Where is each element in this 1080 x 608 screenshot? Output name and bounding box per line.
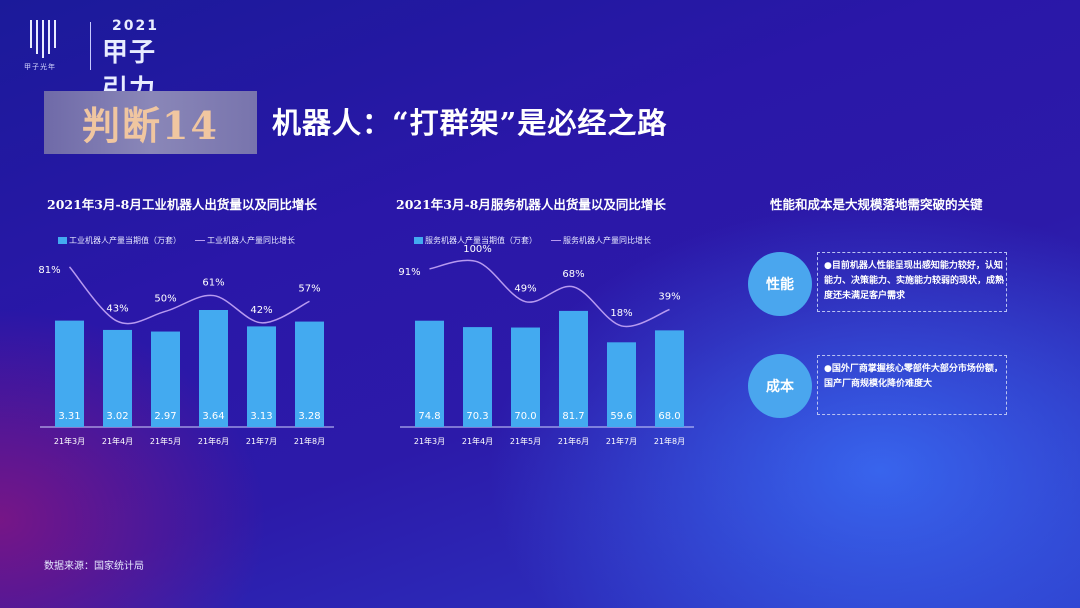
x-tick-label: 21年8月: [654, 436, 685, 446]
headline-tag: 判断14: [82, 103, 219, 148]
bar: [103, 329, 132, 427]
growth-label: 81%: [38, 265, 60, 276]
x-tick-label: 21年8月: [294, 436, 325, 446]
chart-1-legend-line-label: 工业机器人产量同比增长: [207, 236, 295, 245]
growth-line: [68, 266, 310, 325]
growth-label: 57%: [298, 283, 320, 294]
x-tick-label: 21年7月: [606, 436, 637, 446]
bar: [559, 310, 588, 427]
bar-value-label: 70.0: [514, 411, 536, 422]
bar-value-label: 81.7: [562, 411, 584, 422]
bar-value-label: 3.28: [298, 411, 320, 422]
bar: [55, 320, 84, 427]
bar: [511, 327, 540, 427]
logo: 甲子光年 2021 甲子引力: [24, 16, 174, 105]
brand-name: 甲子光年: [24, 63, 56, 71]
logo-mark-icon: [30, 20, 56, 58]
bar: [463, 327, 492, 427]
data-source: 数据来源：国家统计局: [44, 561, 144, 572]
bar-value-label: 70.3: [466, 411, 488, 422]
x-tick-label: 21年6月: [198, 436, 229, 446]
bar: [607, 342, 636, 427]
growth-label: 49%: [514, 284, 536, 295]
growth-label: 42%: [250, 305, 272, 316]
growth-label: 43%: [106, 303, 128, 314]
legend-bar-swatch: [58, 237, 67, 244]
bar-value-label: 74.8: [418, 411, 440, 422]
headline-tag-box: 判断14: [44, 91, 257, 154]
bar: [415, 320, 444, 427]
growth-label: 68%: [562, 269, 584, 280]
x-tick-label: 21年5月: [150, 436, 181, 446]
chart-2-title: 2021年3月-8月服务机器人出货量以及同比增长: [396, 197, 666, 212]
bar: [199, 310, 228, 427]
cost-note: ●国外厂商掌握核心零部件大部分市场份额，国产厂商规模化降价难度大: [817, 355, 1007, 415]
bar-value-label: 3.02: [106, 411, 128, 422]
growth-label: 100%: [463, 244, 492, 255]
legend-line-swatch: [551, 240, 561, 241]
bar-value-label: 3.13: [250, 411, 272, 422]
legend-line-swatch: [195, 240, 205, 241]
bar-value-label: 2.97: [154, 411, 176, 422]
growth-label: 50%: [154, 293, 176, 304]
growth-label: 91%: [398, 267, 420, 278]
bar-value-label: 68.0: [658, 411, 680, 422]
logo-divider: [90, 22, 91, 70]
bar-value-label: 59.6: [610, 411, 632, 422]
chart-2-legend: 服务机器人产量当期值（万套） 服务机器人产量同比增长: [414, 235, 651, 246]
x-tick-label: 21年3月: [414, 436, 445, 446]
cost-badge: 成本: [748, 354, 812, 418]
chart-1-legend-bar-label: 工业机器人产量当期值（万套）: [69, 236, 181, 245]
bar-value-label: 3.64: [202, 411, 224, 422]
x-tick-label: 21年5月: [510, 436, 541, 446]
chart-1: 3.31 21年3月 3.02 21年4月 2.97 21年5月 3.64 21年6月 3.13…: [38, 265, 334, 446]
headline-title: 机器人：“打群架”是必经之路: [272, 106, 668, 140]
bar: [247, 326, 276, 427]
bar: [295, 321, 324, 427]
growth-label: 61%: [202, 278, 224, 289]
logo-year: 2021: [112, 18, 159, 34]
chart-1-title: 2021年3月-8月工业机器人出货量以及同比增长: [47, 197, 317, 212]
x-tick-label: 21年6月: [558, 436, 589, 446]
bar: [655, 330, 684, 427]
chart-2-legend-bar-label: 服务机器人产量当期值（万套）: [425, 236, 537, 245]
growth-line: [429, 259, 670, 328]
performance-badge: 性能: [748, 252, 812, 316]
bar-value-label: 3.31: [58, 411, 80, 422]
right-panel-title: 性能和成本是大规模落地需突破的关键: [770, 197, 983, 212]
x-tick-label: 21年7月: [246, 436, 277, 446]
x-tick-label: 21年3月: [54, 436, 85, 446]
chart-1-legend: 工业机器人产量当期值（万套） 工业机器人产量同比增长: [58, 235, 295, 246]
x-tick-label: 21年4月: [102, 436, 133, 446]
x-tick-label: 21年4月: [462, 436, 493, 446]
bar: [151, 331, 180, 427]
legend-bar-swatch: [414, 237, 423, 244]
chart-2-legend-line-label: 服务机器人产量同比增长: [563, 236, 651, 245]
growth-label: 18%: [610, 308, 632, 319]
performance-note: ●目前机器人性能呈现出感知能力较好，认知能力、决策能力、实施能力较弱的现状，成熟…: [817, 252, 1007, 312]
growth-label: 39%: [658, 292, 680, 303]
chart-2: 74.8 21年3月 70.3 21年4月 70.0 21年5月 81.7 21年6月 59.6…: [398, 244, 694, 446]
